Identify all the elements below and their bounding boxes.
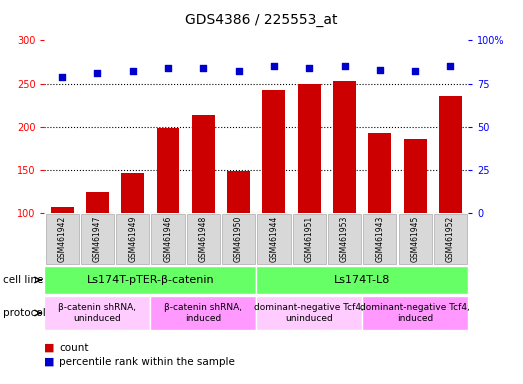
Text: GSM461945: GSM461945 bbox=[411, 216, 419, 262]
Text: count: count bbox=[59, 343, 88, 353]
Bar bbox=[404, 139, 427, 213]
Text: GDS4386 / 225553_at: GDS4386 / 225553_at bbox=[185, 13, 338, 27]
Text: ■: ■ bbox=[44, 343, 55, 353]
Text: GSM461942: GSM461942 bbox=[58, 216, 66, 262]
Point bbox=[199, 65, 208, 71]
Bar bbox=[298, 84, 321, 213]
Text: GSM461953: GSM461953 bbox=[340, 216, 349, 262]
Text: β-catenin shRNA,
induced: β-catenin shRNA, induced bbox=[164, 303, 242, 323]
Text: protocol: protocol bbox=[3, 308, 46, 318]
Text: cell line: cell line bbox=[3, 275, 43, 285]
Text: GSM461951: GSM461951 bbox=[305, 216, 314, 262]
Point bbox=[270, 63, 278, 70]
Bar bbox=[263, 91, 286, 213]
Text: GSM461948: GSM461948 bbox=[199, 216, 208, 262]
Point bbox=[305, 65, 313, 71]
Text: GSM461943: GSM461943 bbox=[376, 216, 384, 262]
Point bbox=[129, 68, 137, 74]
Text: dominant-negative Tcf4,
uninduced: dominant-negative Tcf4, uninduced bbox=[254, 303, 364, 323]
Text: GSM461950: GSM461950 bbox=[234, 216, 243, 262]
Point bbox=[93, 70, 101, 76]
Bar bbox=[192, 116, 215, 213]
Bar bbox=[86, 192, 109, 213]
Text: dominant-negative Tcf4,
induced: dominant-negative Tcf4, induced bbox=[360, 303, 470, 323]
Bar bbox=[51, 207, 74, 213]
Bar bbox=[439, 96, 462, 213]
Text: GSM461944: GSM461944 bbox=[269, 216, 278, 262]
Bar bbox=[227, 171, 250, 213]
Point bbox=[234, 68, 243, 74]
Bar bbox=[156, 128, 179, 213]
Text: Ls174T-L8: Ls174T-L8 bbox=[334, 275, 390, 285]
Point bbox=[164, 65, 172, 71]
Text: ■: ■ bbox=[44, 357, 55, 367]
Bar bbox=[121, 172, 144, 213]
Bar bbox=[333, 81, 356, 213]
Point bbox=[411, 68, 419, 74]
Point bbox=[340, 63, 349, 70]
Point bbox=[376, 67, 384, 73]
Point bbox=[446, 63, 454, 70]
Text: GSM461952: GSM461952 bbox=[446, 216, 455, 262]
Text: GSM461949: GSM461949 bbox=[128, 216, 137, 262]
Text: GSM461947: GSM461947 bbox=[93, 216, 102, 262]
Text: Ls174T-pTER-β-catenin: Ls174T-pTER-β-catenin bbox=[86, 275, 214, 285]
Text: GSM461946: GSM461946 bbox=[164, 216, 173, 262]
Text: β-catenin shRNA,
uninduced: β-catenin shRNA, uninduced bbox=[59, 303, 137, 323]
Point bbox=[58, 73, 66, 79]
Bar bbox=[368, 133, 391, 213]
Text: percentile rank within the sample: percentile rank within the sample bbox=[59, 357, 235, 367]
